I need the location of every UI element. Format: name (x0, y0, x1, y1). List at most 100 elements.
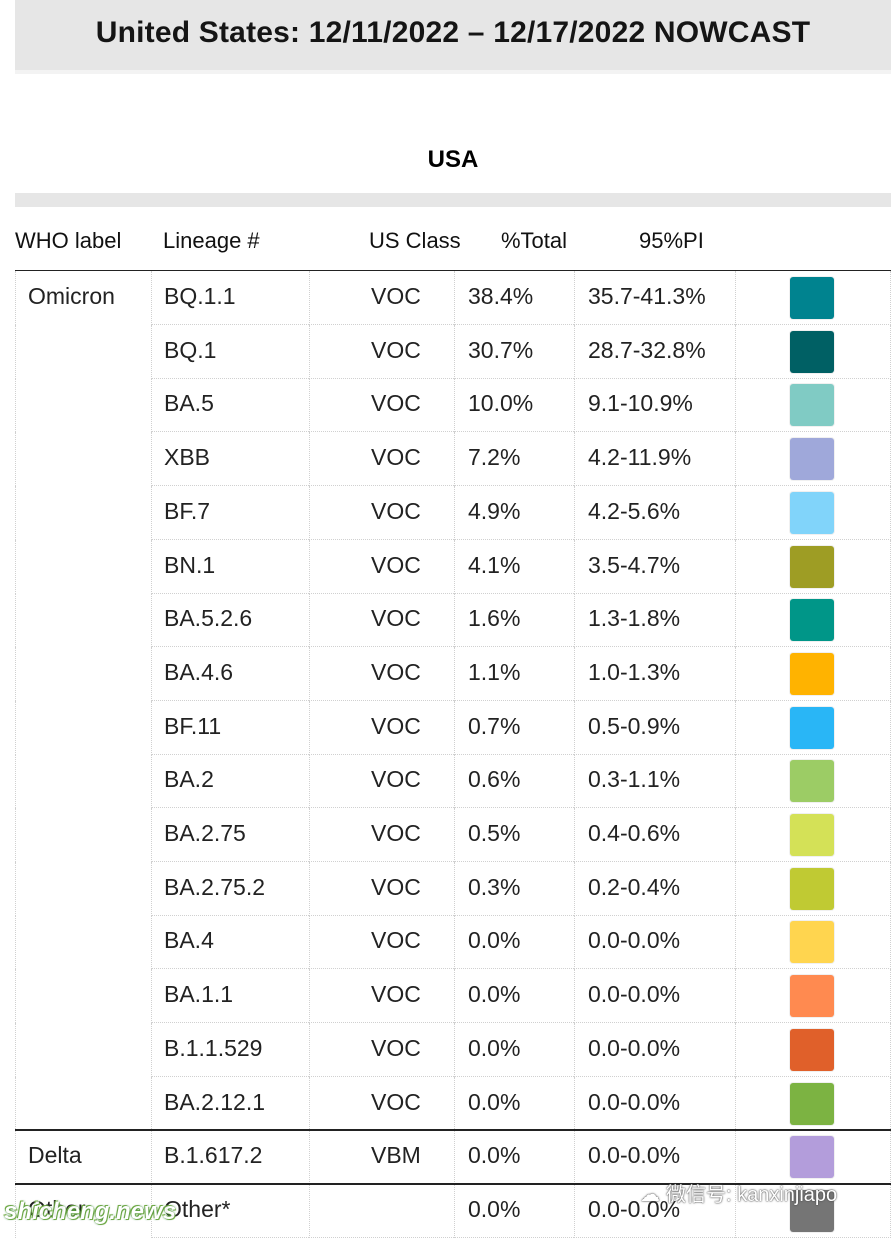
table-row: BA.2.75.2 VOC 0.3% 0.2-0.4% (0, 862, 894, 916)
percent-total-text: 4.1% (468, 552, 521, 578)
table-row: BA.4.6 VOC 1.1% 1.0-1.3% (0, 647, 894, 701)
percent-total-cell: 7.2% (454, 432, 574, 486)
prediction-interval-text: 1.0-1.3% (588, 659, 681, 685)
prediction-interval-text: 0.0-0.0% (588, 1035, 681, 1061)
color-key-cell (735, 647, 891, 701)
percent-total-cell: 0.6% (454, 754, 574, 808)
percent-total-text: 0.3% (468, 874, 521, 900)
us-class-text: VOC (371, 1035, 421, 1061)
color-key-cell (735, 486, 891, 540)
color-swatch (790, 331, 834, 373)
color-key-cell (735, 1077, 891, 1131)
us-class-cell: VOC (309, 432, 454, 486)
prediction-interval-text: 3.5-4.7% (588, 552, 681, 578)
us-class-text: VOC (371, 337, 421, 363)
prediction-interval-cell: 0.0-0.0% (574, 969, 735, 1023)
title-bar: United States: 12/11/2022 – 12/17/2022 N… (15, 0, 891, 74)
lineage-cell: BA.5.2.6 (151, 593, 309, 647)
prediction-interval-cell: 0.2-0.4% (574, 862, 735, 916)
prediction-interval-cell: 0.3-1.1% (574, 754, 735, 808)
prediction-interval-text: 1.3-1.8% (588, 605, 681, 631)
table-row: Delta B.1.617.2 VBM 0.0% 0.0-0.0% (0, 1130, 894, 1184)
us-class-cell: VOC (309, 862, 454, 916)
lineage-text: BA.4.6 (164, 659, 234, 685)
color-swatch (790, 707, 834, 749)
color-key-cell (735, 754, 891, 808)
percent-total-cell: 0.0% (454, 1023, 574, 1077)
lineage-cell: BA.5 (151, 378, 309, 432)
prediction-interval-text: 4.2-5.6% (588, 498, 681, 524)
color-swatch (790, 1136, 834, 1178)
lineage-text: BA.4 (164, 927, 214, 953)
color-swatch (790, 599, 834, 641)
us-class-cell: VOC (309, 593, 454, 647)
group-divider (15, 1129, 891, 1131)
who-label-text: Omicron (28, 283, 115, 309)
lineage-cell: BA.2.12.1 (151, 1077, 309, 1131)
table-row: Omicron BQ.1.1 VOC 38.4% 35.7-41.3% (0, 271, 894, 325)
watermark-right: ☁ 微信号: kanxinjiapo (640, 1178, 837, 1207)
prediction-interval-cell: 0.0-0.0% (574, 1077, 735, 1131)
percent-total-text: 38.4% (468, 283, 534, 309)
lineage-text: BA.5 (164, 390, 214, 416)
us-class-text: VOC (371, 444, 421, 470)
lineage-cell: BA.2.75.2 (151, 862, 309, 916)
percent-total-text: 0.0% (468, 1142, 521, 1168)
us-class-cell: VOC (309, 378, 454, 432)
header-divider (15, 270, 891, 271)
us-class-text: VOC (371, 927, 421, 953)
who-label-cell: Omicron (15, 271, 151, 325)
lineage-text: BF.7 (164, 498, 211, 524)
lineage-text: BQ.1.1 (164, 283, 236, 309)
us-class-cell: VOC (309, 271, 454, 325)
prediction-interval-text: 35.7-41.3% (588, 283, 706, 309)
who-label-cell: Other (15, 1184, 151, 1238)
prediction-interval-text: 0.0-0.0% (588, 1142, 681, 1168)
lineage-text: BF.11 (164, 713, 222, 739)
percent-total-text: 0.0% (468, 1089, 521, 1115)
percent-total-cell: 0.5% (454, 808, 574, 862)
color-swatch (790, 814, 834, 856)
table-row: BA.2.12.1 VOC 0.0% 0.0-0.0% (0, 1077, 894, 1131)
color-key-cell (735, 862, 891, 916)
lineage-cell: BN.1 (151, 540, 309, 594)
percent-total-cell: 0.7% (454, 701, 574, 755)
lineage-cell: B.1.617.2 (151, 1130, 309, 1184)
us-class-text: VOC (371, 390, 421, 416)
us-class-cell: VOC (309, 540, 454, 594)
lineage-cell: BF.7 (151, 486, 309, 540)
who-label-cell (15, 1023, 151, 1077)
us-class-text: VOC (371, 498, 421, 524)
prediction-interval-cell: 1.0-1.3% (574, 647, 735, 701)
table-row: BF.11 VOC 0.7% 0.5-0.9% (0, 701, 894, 755)
wechat-icon: ☁ (640, 1184, 660, 1206)
lineage-text: BA.2 (164, 766, 214, 792)
color-swatch (790, 492, 834, 534)
percent-total-text: 1.1% (468, 659, 521, 685)
prediction-interval-cell: 0.0-0.0% (574, 1130, 735, 1184)
color-key-cell (735, 271, 891, 325)
who-label-cell (15, 808, 151, 862)
us-class-cell: VOC (309, 754, 454, 808)
group-divider (15, 1183, 891, 1185)
who-label-cell (15, 486, 151, 540)
color-key-cell (735, 540, 891, 594)
table-row: BA.5.2.6 VOC 1.6% 1.3-1.8% (0, 593, 894, 647)
percent-total-text: 0.7% (468, 713, 521, 739)
percent-total-text: 1.6% (468, 605, 521, 631)
prediction-interval-cell: 28.7-32.8% (574, 325, 735, 379)
us-class-cell: VOC (309, 701, 454, 755)
lineage-text: BA.5.2.6 (164, 605, 253, 631)
color-swatch (790, 1083, 834, 1125)
color-key-cell (735, 432, 891, 486)
who-label-cell (15, 701, 151, 755)
table-row: BA.4 VOC 0.0% 0.0-0.0% (0, 915, 894, 969)
us-class-cell: VOC (309, 325, 454, 379)
percent-total-text: 0.0% (468, 1196, 521, 1222)
percent-total-text: 0.0% (468, 1035, 521, 1061)
table-header: WHO label Lineage # US Class %Total 95%P… (0, 226, 894, 256)
color-key-cell (735, 1023, 891, 1077)
region-divider (15, 193, 891, 207)
percent-total-text: 0.0% (468, 927, 521, 953)
color-swatch (790, 1029, 834, 1071)
